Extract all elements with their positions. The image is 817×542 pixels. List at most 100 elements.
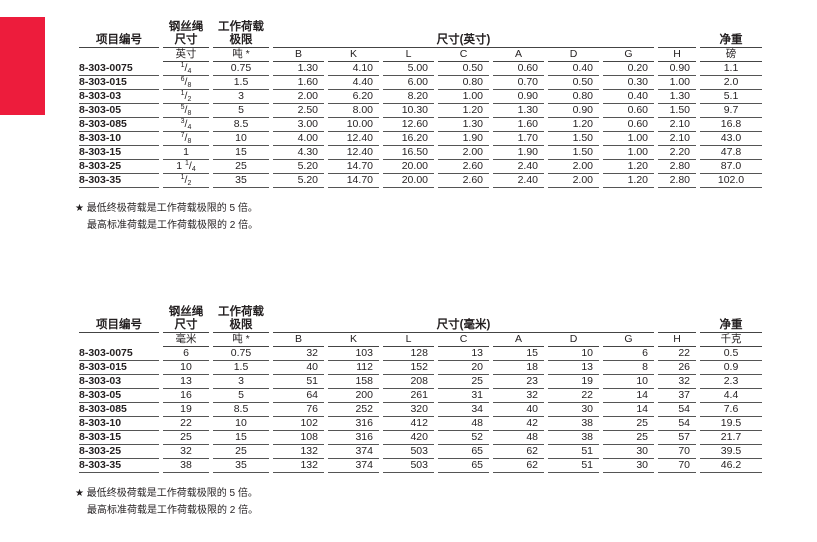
unit-load: 吨 * (213, 48, 269, 62)
rope-size: 1 1/4 (163, 160, 209, 174)
load-limit: 3 (213, 375, 269, 389)
dim-A: 2.40 (493, 160, 544, 174)
dim-L: 10.30 (383, 104, 434, 118)
rope-numerator: 1 (180, 174, 185, 181)
dim-C: 48 (438, 417, 489, 431)
dim-C: 0.80 (438, 76, 489, 90)
dim-L: 12.60 (383, 118, 434, 132)
dim-B: 3.00 (273, 118, 324, 132)
header-weight: 净重 (700, 20, 762, 48)
dim-A: 2.40 (493, 174, 544, 188)
rope-denominator: 8 (187, 82, 192, 89)
dim-C: 25 (438, 375, 489, 389)
dim-H: 26 (658, 361, 696, 375)
item-number: 8-303-35 (79, 174, 159, 188)
footnotes: ★ 最低终极荷载是工作荷载极限的 5 倍。 最高标准荷载是工作荷载极限的 2 倍。 (75, 200, 766, 234)
net-weight: 2.3 (700, 375, 762, 389)
table-row: 8-303-03 1/2 3 2.00 6.20 8.20 1.00 0.90 0.80 0.40… (79, 90, 762, 104)
dim-G: 8 (603, 361, 654, 375)
rope-size: 1/4 (163, 62, 209, 76)
dim-L: 503 (383, 445, 434, 459)
dim-G: 0.60 (603, 104, 654, 118)
dim-col-B: B (273, 333, 324, 347)
dim-L: 320 (383, 403, 434, 417)
dim-H: 0.90 (658, 62, 696, 76)
dim-A: 0.90 (493, 90, 544, 104)
dim-B: 1.60 (273, 76, 324, 90)
rope-whole: 1 (176, 160, 186, 172)
dim-H: 1.00 (658, 76, 696, 90)
rope-size: 25 (163, 431, 209, 445)
dim-K: 4.40 (328, 76, 379, 90)
item-number: 8-303-05 (79, 389, 159, 403)
footnote-ultimate-load: ★ 最低终极荷载是工作荷载极限的 5 倍。 (75, 203, 258, 214)
table-row: 8-303-085 19 8.5 76 252 320 34 40 30 14 54 7.6 (79, 403, 762, 417)
dim-A: 0.60 (493, 62, 544, 76)
load-limit: 3 (213, 90, 269, 104)
table-row: 8-303-0075 1/4 0.75 1.30 4.10 5.00 0.50 0.60 0.4… (79, 62, 762, 76)
dim-G: 1.00 (603, 146, 654, 160)
rope-denominator: 2 (187, 96, 192, 103)
rope-denominator: 4 (187, 124, 192, 131)
dim-D: 1.20 (548, 118, 599, 132)
dim-G: 30 (603, 459, 654, 473)
dim-A: 1.90 (493, 146, 544, 160)
dim-B: 1.30 (273, 62, 324, 76)
net-weight: 87.0 (700, 160, 762, 174)
rope-whole: 13 (180, 375, 192, 387)
load-limit: 10 (213, 417, 269, 431)
dim-K: 12.40 (328, 132, 379, 146)
table-row: 8-303-35 1/2 35 5.20 14.70 20.00 2.60 2.40 2.00 1… (79, 174, 762, 188)
header-dimensions: 尺寸(毫米) (273, 305, 654, 333)
dim-G: 30 (603, 445, 654, 459)
header-h-blank (658, 20, 696, 48)
table-row: 8-303-03 13 3 51 158 208 25 23 19 10 32 2.3 (79, 375, 762, 389)
dim-K: 8.00 (328, 104, 379, 118)
rope-denominator: 4 (187, 68, 192, 75)
header-item: 项目编号 (79, 20, 159, 48)
table-row: 8-303-085 3/4 8.5 3.00 10.00 12.60 1.30 1.60 1.2… (79, 118, 762, 132)
dim-A: 23 (493, 375, 544, 389)
header-item: 项目编号 (79, 305, 159, 333)
dim-C: 13 (438, 347, 489, 361)
unit-rope: 毫米 (163, 333, 209, 347)
rope-denominator: 2 (187, 180, 192, 187)
net-weight: 19.5 (700, 417, 762, 431)
dim-A: 40 (493, 403, 544, 417)
rope-size: 5/8 (163, 104, 209, 118)
item-number: 8-303-15 (79, 146, 159, 160)
dim-G: 0.20 (603, 62, 654, 76)
rope-numerator: 7 (180, 132, 185, 139)
table-row: 8-303-0075 6 0.75 32 103 128 13 15 10 6 22 0.5 (79, 347, 762, 361)
item-number: 8-303-25 (79, 160, 159, 174)
dim-L: 152 (383, 361, 434, 375)
dim-D: 1.50 (548, 146, 599, 160)
dim-C: 65 (438, 445, 489, 459)
net-weight: 46.2 (700, 459, 762, 473)
item-number: 8-303-10 (79, 132, 159, 146)
net-weight: 39.5 (700, 445, 762, 459)
dim-A: 42 (493, 417, 544, 431)
rope-numerator: 1 (185, 160, 189, 167)
rope-whole: 16 (180, 389, 192, 401)
table-row: 8-303-10 7/8 10 4.00 12.40 16.20 1.90 1.70 1.50 1… (79, 132, 762, 146)
dim-col-K: K (328, 333, 379, 347)
dim-H: 54 (658, 417, 696, 431)
rope-numerator: 1 (180, 62, 185, 69)
dim-C: 34 (438, 403, 489, 417)
dim-H: 70 (658, 445, 696, 459)
item-number: 8-303-03 (79, 375, 159, 389)
header-load-limit: 工作荷载 极限 (213, 20, 269, 48)
table-row: 8-303-05 5/8 5 2.50 8.00 10.30 1.20 1.30 0.90 0.6… (79, 104, 762, 118)
header-h-blank (658, 305, 696, 333)
dim-H: 37 (658, 389, 696, 403)
dim-L: 128 (383, 347, 434, 361)
dim-B: 132 (273, 445, 324, 459)
net-weight: 9.7 (700, 104, 762, 118)
dim-K: 112 (328, 361, 379, 375)
dim-B: 4.00 (273, 132, 324, 146)
dim-B: 51 (273, 375, 324, 389)
dim-A: 32 (493, 389, 544, 403)
dim-B: 5.20 (273, 160, 324, 174)
dim-K: 316 (328, 431, 379, 445)
